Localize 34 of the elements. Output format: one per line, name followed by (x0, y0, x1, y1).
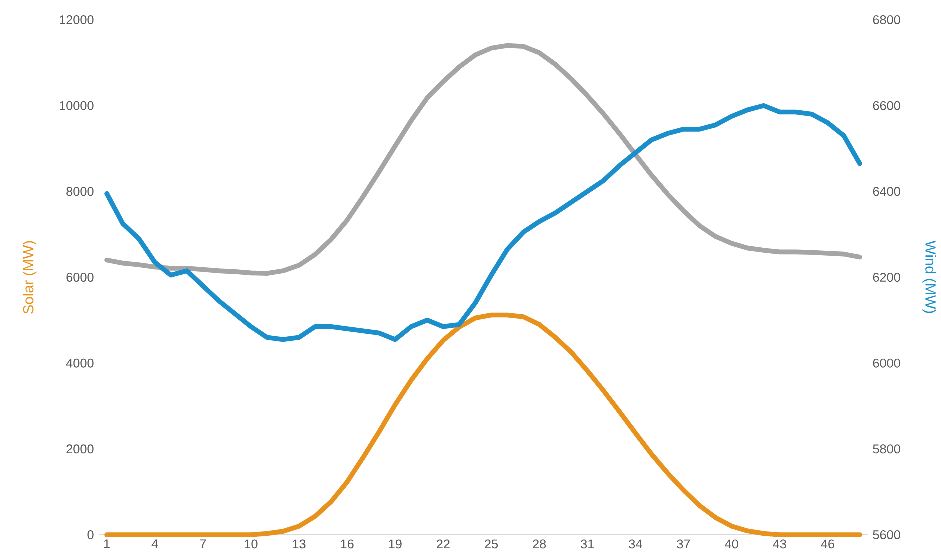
x-tick-label: 22 (437, 540, 450, 549)
x-tick-label: 43 (773, 540, 786, 549)
x-tick-label: 31 (581, 540, 594, 549)
y-tick-label: 0 (88, 530, 94, 540)
y2-axis-title: Wind (MW) (922, 240, 936, 314)
x-tick-label: 34 (629, 540, 642, 549)
x-tick-label: 25 (485, 540, 498, 549)
x-tick-label: 4 (152, 540, 158, 548)
y-tick-label: 6000 (66, 273, 94, 282)
y2-tick-label: 6600 (873, 101, 900, 110)
y2-tick-label: 5600 (873, 530, 900, 540)
y-tick-label: 10000 (60, 101, 94, 110)
line-series (104, 103, 862, 342)
x-tick-label: 10 (245, 540, 258, 549)
x-tick-label: 28 (533, 540, 546, 549)
x-tick-label: 13 (293, 540, 306, 549)
y2-tick-label: 6200 (873, 273, 900, 282)
x-tick-label: 46 (821, 540, 834, 549)
x-tick-label: 1 (104, 540, 110, 548)
y2-tick-label: 6400 (873, 187, 900, 196)
line-series (104, 43, 862, 276)
y-tick-label: 12000 (60, 16, 94, 24)
y2-tick-label: 6000 (873, 358, 900, 368)
y-tick-label: 2000 (66, 444, 94, 454)
y-tick-label: 4000 (66, 358, 94, 368)
y-axis-title: Solar (MW) (22, 241, 37, 314)
y2-tick-label: 5800 (873, 444, 900, 454)
y-tick-label: 8000 (66, 187, 94, 196)
x-tick-label: 37 (677, 540, 690, 549)
x-tick-label: 19 (389, 540, 402, 549)
x-tick-label: 16 (341, 540, 354, 549)
x-tick-label: 40 (725, 540, 738, 549)
x-tick-label: 7 (200, 540, 206, 548)
y2-tick-label: 6800 (873, 16, 900, 24)
